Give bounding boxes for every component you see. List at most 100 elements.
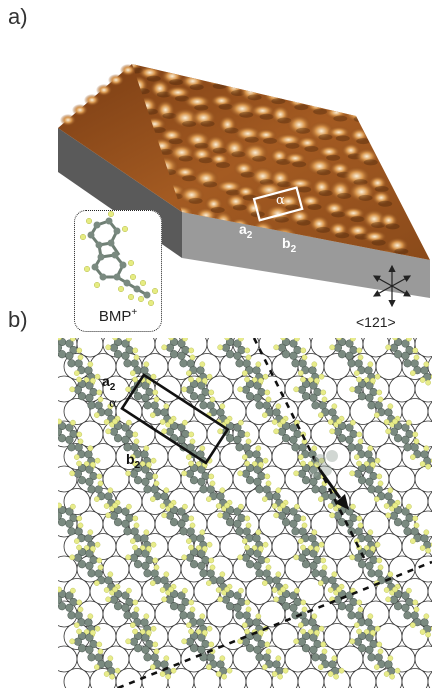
carbon-atom — [177, 351, 186, 360]
carbon-atom — [333, 595, 343, 604]
stm-shadow — [168, 138, 183, 145]
hydrogen-atom — [327, 587, 334, 593]
hydrogen-atom — [159, 503, 166, 509]
hydrogen-atom — [94, 373, 101, 380]
stm-bump — [96, 84, 112, 96]
carbon-atom — [353, 385, 363, 394]
hydrogen-atom — [423, 361, 430, 368]
hydrogen-atom — [215, 503, 222, 509]
stm-shadow — [274, 216, 289, 223]
molecule — [161, 586, 213, 638]
hydrogen-atom — [412, 347, 419, 354]
carbon-atom — [337, 602, 347, 611]
carbon-atom — [357, 560, 367, 569]
hydrogen-atom — [294, 338, 300, 342]
hydrogen-atom — [385, 512, 391, 519]
stm-side-front — [182, 212, 430, 298]
stm-shadow — [356, 138, 371, 145]
carbon-atom — [403, 611, 412, 620]
carbon-atom — [87, 653, 96, 662]
hydrogen-atom — [258, 377, 264, 384]
hydrogen-atom — [419, 377, 426, 383]
hydrogen-atom — [188, 515, 195, 522]
carbon-atom — [109, 511, 119, 520]
carbon-atom — [277, 595, 287, 604]
hydrogen-atom — [255, 529, 262, 536]
hydrogen-atom — [153, 480, 160, 487]
hydrogen-atom — [90, 545, 96, 552]
stm-bump — [72, 104, 88, 116]
carbon-atom — [177, 519, 186, 528]
hydrogen-atom — [329, 512, 335, 519]
hydrogen-atom — [320, 641, 327, 648]
carbon-atom — [85, 393, 94, 402]
carbon-atom — [121, 603, 130, 612]
hydrogen-atom — [208, 641, 215, 648]
hydrogen-atom — [423, 613, 430, 620]
molecule — [69, 544, 121, 596]
stm-bump — [309, 215, 330, 233]
stm-bump — [317, 145, 341, 159]
hydrogen-atom — [258, 461, 264, 468]
hydrogen-atom — [94, 457, 101, 464]
carbon-atom — [309, 393, 318, 402]
hydrogen-atom — [206, 373, 213, 380]
hydrogen-atom — [271, 671, 278, 677]
carbon-atom — [345, 603, 354, 612]
hydrogen-atom — [133, 606, 140, 613]
hydrogen-atom — [94, 580, 100, 586]
molecule — [349, 544, 401, 596]
carbon-atom — [160, 492, 169, 501]
substrate-atom — [414, 645, 432, 673]
hydrogen-atom — [376, 557, 383, 564]
carbon-atom — [179, 359, 188, 368]
carbon-atom — [354, 359, 363, 368]
carbon-atom — [242, 611, 251, 620]
hydrogen-atom — [208, 389, 215, 396]
hydrogen-atom — [258, 629, 264, 636]
hydrogen-atom — [125, 638, 131, 645]
inset-label-text: BMP — [98, 308, 132, 325]
carbon-atom — [85, 477, 94, 486]
hydrogen-atom — [242, 454, 248, 460]
hydrogen-atom — [376, 473, 383, 480]
carbon-atom — [73, 637, 83, 646]
carbon-atom — [389, 511, 399, 520]
carbon-atom — [365, 477, 374, 486]
hydrogen-atom — [87, 529, 94, 536]
direction-compass-icon — [372, 264, 412, 308]
hydrogen-atom — [163, 571, 170, 578]
carbon-atom — [252, 618, 261, 627]
carbon-atom — [104, 408, 113, 417]
hydrogen-atom — [327, 503, 334, 509]
molecule — [349, 460, 401, 512]
stm-bump — [286, 177, 314, 190]
molecule — [58, 338, 101, 386]
carbon-atom — [311, 569, 320, 578]
stm-shadow — [394, 248, 409, 255]
carbon-atom — [216, 492, 225, 501]
carbon-atom — [281, 434, 291, 443]
hydrogen-atom — [152, 641, 159, 648]
hydrogen-atom — [321, 396, 328, 403]
hydrogen-atom — [423, 445, 430, 452]
carbon-atom — [291, 443, 300, 452]
stm-bump — [183, 94, 211, 109]
stm-shadow — [316, 169, 331, 176]
hydrogen-atom — [125, 386, 131, 393]
carbon-atom — [252, 534, 261, 543]
hydrogen-atom — [354, 370, 360, 376]
substrate-atom — [219, 623, 247, 650]
substrate-atom — [58, 645, 78, 673]
carbon-atom — [337, 350, 347, 359]
hydrogen-atom — [202, 377, 208, 384]
hydrogen-atom — [152, 389, 159, 396]
stm-bump — [150, 79, 170, 98]
hydrogen-atom — [105, 344, 111, 351]
stm-bump — [368, 175, 388, 191]
hydrogen-atom — [387, 571, 394, 578]
stm-bump — [120, 64, 136, 76]
carbon-atom — [403, 443, 412, 452]
molecule — [69, 460, 121, 512]
carbon-atom — [196, 534, 205, 543]
